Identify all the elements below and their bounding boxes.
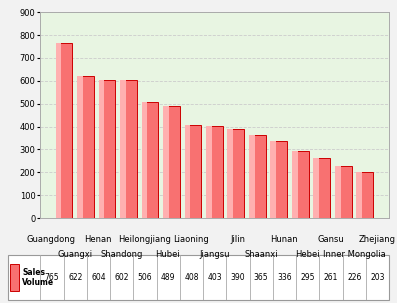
Text: Heilongjiang: Heilongjiang [118, 235, 171, 244]
Bar [357, 172, 362, 218]
Bar [230, 129, 244, 218]
Text: 489: 489 [161, 273, 175, 282]
Bar [359, 172, 373, 218]
Text: 403: 403 [207, 273, 222, 282]
Bar [77, 76, 83, 218]
Text: Liaoning: Liaoning [173, 235, 209, 244]
Bar [142, 102, 147, 218]
Text: Henan: Henan [84, 235, 112, 244]
Bar [123, 80, 137, 218]
Bar [10, 264, 19, 291]
Text: Guangdong: Guangdong [27, 235, 76, 244]
Text: Jiangsu: Jiangsu [199, 250, 229, 259]
Text: Inner Mongolia: Inner Mongolia [323, 250, 385, 259]
Text: Sales
Volume: Sales Volume [22, 268, 54, 287]
Bar [316, 158, 330, 218]
Text: Hubei: Hubei [155, 250, 180, 259]
Text: Hebei: Hebei [295, 250, 320, 259]
Bar [101, 80, 115, 218]
Text: 765: 765 [44, 273, 59, 282]
Text: 602: 602 [114, 273, 129, 282]
Text: 226: 226 [347, 273, 361, 282]
Bar [187, 125, 201, 218]
Bar [295, 151, 309, 218]
Text: Hunan: Hunan [270, 235, 298, 244]
Text: 408: 408 [184, 273, 199, 282]
Text: 506: 506 [138, 273, 152, 282]
Text: 604: 604 [91, 273, 106, 282]
Text: Gansu: Gansu [318, 235, 344, 244]
Text: 390: 390 [231, 273, 245, 282]
Text: 365: 365 [254, 273, 268, 282]
Text: Zhejiang: Zhejiang [359, 235, 396, 244]
Bar [166, 106, 180, 218]
Bar [227, 129, 233, 218]
Bar [145, 102, 158, 218]
Bar [185, 125, 190, 218]
Bar [120, 80, 125, 218]
Text: Jilin: Jilin [230, 235, 245, 244]
Bar [209, 126, 223, 218]
Bar [252, 135, 266, 218]
Bar [292, 151, 297, 218]
Bar [338, 166, 352, 218]
Text: Shaanxi: Shaanxi [244, 250, 278, 259]
Bar [335, 166, 341, 218]
Bar [98, 80, 104, 218]
Bar [163, 106, 169, 218]
Text: Shandong: Shandong [100, 250, 143, 259]
Text: 203: 203 [370, 273, 385, 282]
Bar [206, 126, 212, 218]
Bar [56, 43, 61, 218]
Bar [314, 158, 319, 218]
Bar [80, 76, 94, 218]
Bar [273, 141, 287, 218]
Bar [249, 135, 254, 218]
Text: 261: 261 [324, 273, 338, 282]
Text: Guangxi: Guangxi [57, 250, 92, 259]
Text: 336: 336 [277, 273, 292, 282]
Text: 295: 295 [301, 273, 315, 282]
Bar [58, 43, 72, 218]
Text: 622: 622 [68, 273, 83, 282]
Bar [270, 141, 276, 218]
